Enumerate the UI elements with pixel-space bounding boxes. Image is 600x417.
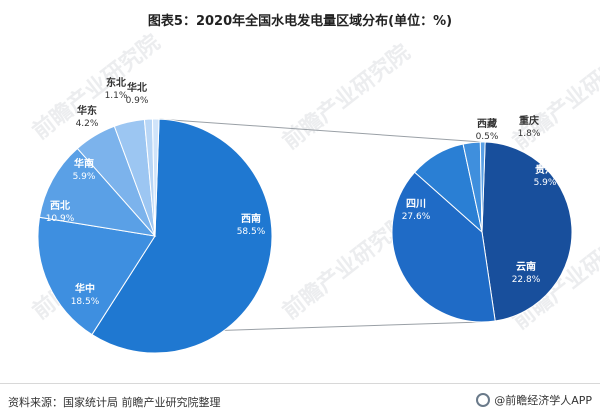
pie-slice-四川 [481,141,573,322]
sub-pie [391,141,573,323]
slice-value-label: 58.5% [237,227,266,237]
footer: 资料来源：国家统计局 前瞻产业研究院整理 @前瞻经济学人APP [0,383,600,417]
slice-category-label: 华中 [75,282,95,295]
pie-slice-西藏 [479,141,486,233]
slice-category-label: 西南 [241,212,261,225]
pie-slice-华北 [151,118,160,237]
chart-title: 图表5：2020年全国水电发电量区域分布(单位：%) [147,14,453,29]
slice-value-label: 10.9% [46,214,75,224]
slice-value-label: 5.9% [534,178,557,188]
slice-category-label: 华南 [74,157,94,170]
slice-value-label: 0.5% [476,132,499,142]
brand-label: @前瞻经济学人APP [494,394,592,407]
slice-value-label: 0.9% [126,96,149,106]
main-pie [37,118,273,354]
pie-slice-云南 [391,171,496,323]
data-labels: 西南 58.5% 华中 18.5% 西北 10.9% 华南 5.9% 华东 4.2% 东北 1.1%华… [46,76,557,307]
pie-slice-西北 [38,147,157,237]
slice-category-label: 华东 [77,104,97,117]
brand: @前瞻经济学人APP [476,392,592,408]
pie-slice-华中 [37,216,156,336]
slice-category-label: 四川 [406,198,426,210]
slice-value-label: 1.8% [518,129,541,139]
connector-line [159,118,483,143]
slice-value-label: 4.2% [76,119,99,129]
slice-value-label: 27.6% [402,212,431,222]
slice-category-label: 重庆 [519,114,539,127]
source-note: 资料来源：国家统计局 前瞻产业研究院整理 [8,396,221,409]
slice-category-label: 西藏 [477,117,497,130]
pie-slice-西南 [91,118,273,354]
slice-value-label: 1.1% [105,91,128,101]
slice-category-label: 华北 [127,81,147,94]
slice-category-label: 西北 [50,199,70,212]
watermark-text: 前瞻产业研究院 [278,39,415,154]
slice-value-label: 22.8% [512,275,541,285]
slice-value-label: 18.5% [71,297,100,307]
slice-category-label: 东北 [106,76,126,89]
slice-category-label: 贵州 [535,163,555,176]
slice-value-label: 5.9% [73,172,96,182]
slice-category-label: 云南 [516,260,536,273]
brand-logo-icon [476,393,491,407]
